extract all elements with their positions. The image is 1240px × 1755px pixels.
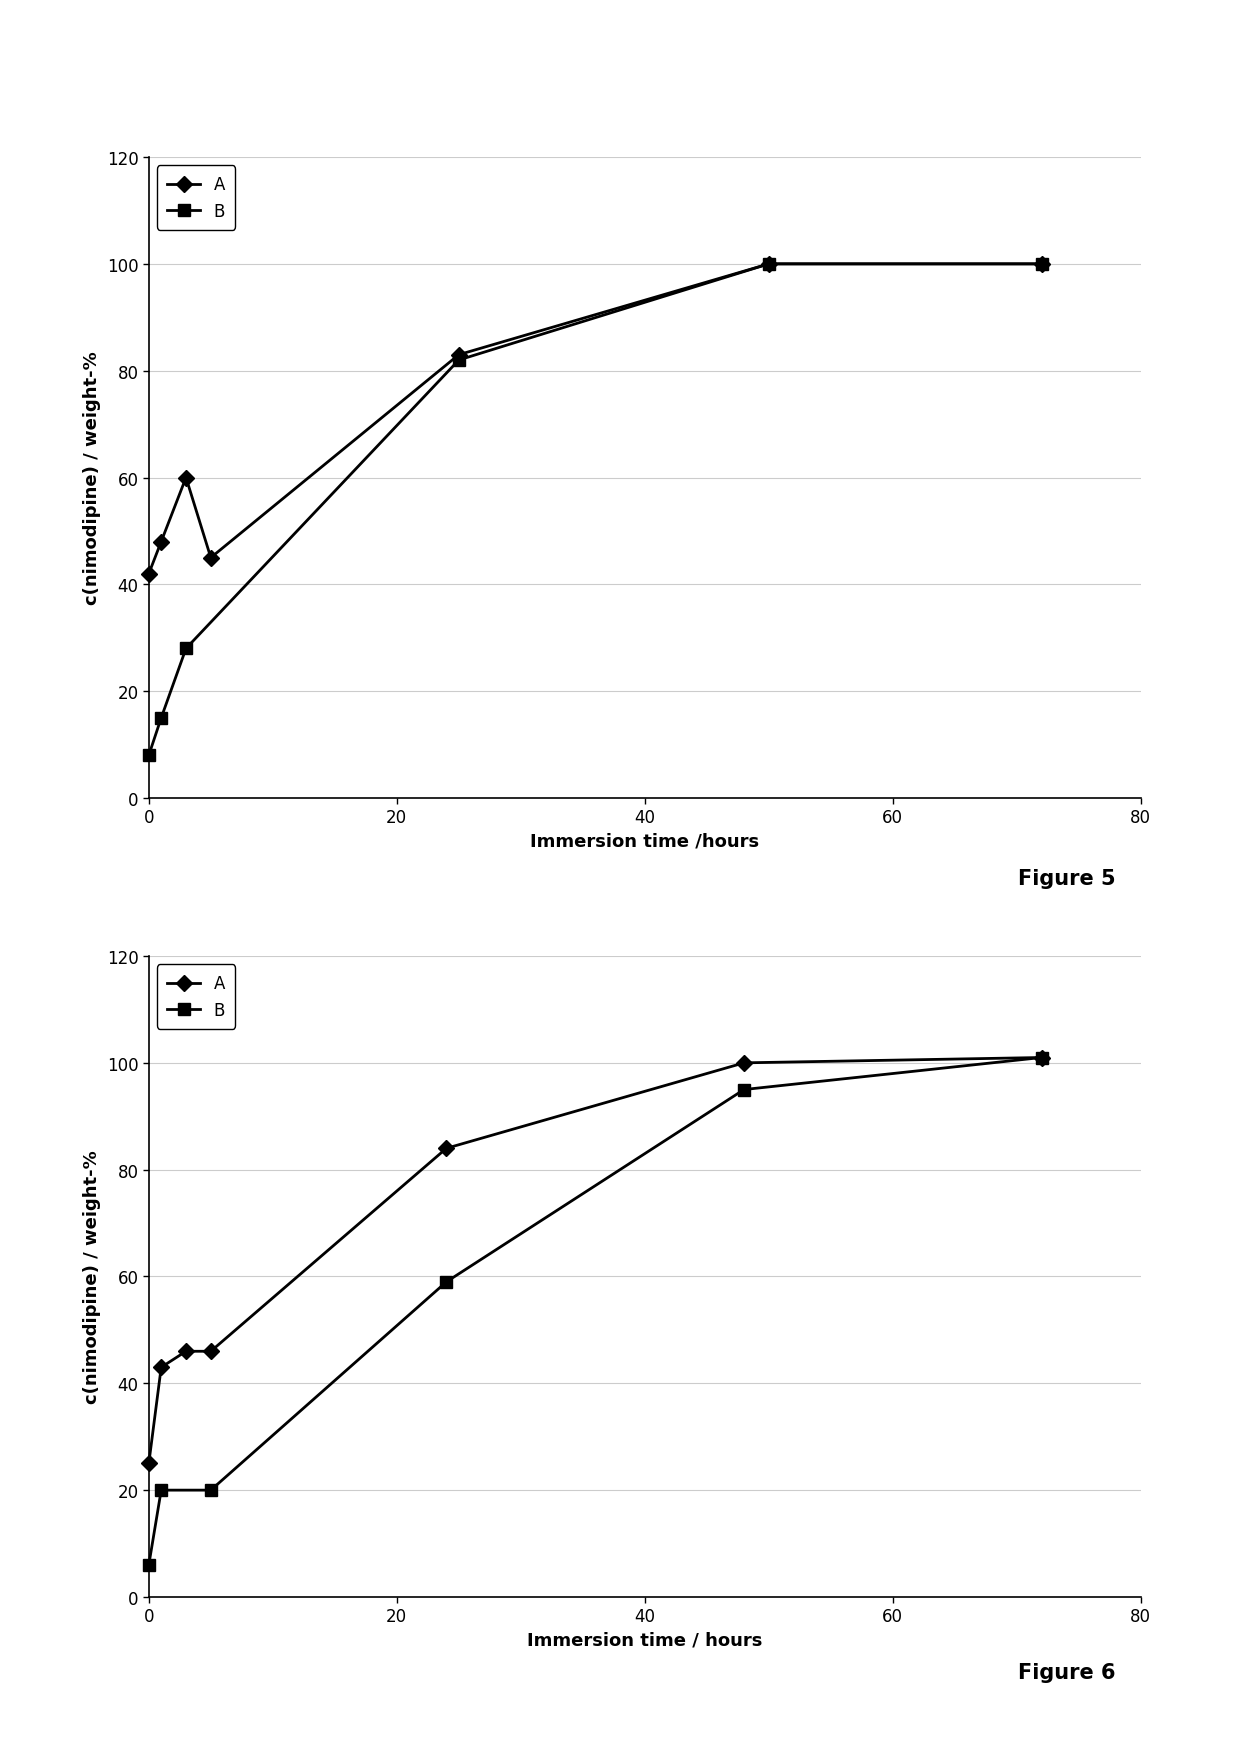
Text: Figure 5: Figure 5 bbox=[1018, 869, 1116, 888]
B bbox=[154, 707, 169, 728]
B bbox=[451, 351, 466, 372]
B bbox=[1034, 1048, 1049, 1069]
Text: Figure 6: Figure 6 bbox=[1018, 1662, 1116, 1681]
A bbox=[141, 563, 156, 584]
X-axis label: Immersion time /hours: Immersion time /hours bbox=[531, 832, 759, 851]
B bbox=[203, 1479, 218, 1501]
B bbox=[1034, 254, 1049, 276]
A bbox=[439, 1139, 454, 1160]
Legend: A, B: A, B bbox=[157, 965, 236, 1028]
A bbox=[737, 1053, 751, 1074]
Line: B: B bbox=[144, 260, 1047, 762]
A bbox=[1034, 1048, 1049, 1069]
A bbox=[154, 1357, 169, 1378]
A bbox=[141, 1453, 156, 1474]
A bbox=[451, 346, 466, 367]
A bbox=[179, 1341, 193, 1362]
A bbox=[1034, 254, 1049, 276]
Line: A: A bbox=[144, 1053, 1047, 1469]
B bbox=[179, 639, 193, 660]
A bbox=[203, 548, 218, 569]
A bbox=[179, 469, 193, 490]
Y-axis label: c(nimodipine) / weight-%: c(nimodipine) / weight-% bbox=[83, 1150, 102, 1404]
X-axis label: Immersion time / hours: Immersion time / hours bbox=[527, 1630, 763, 1650]
B bbox=[439, 1272, 454, 1293]
Legend: A, B: A, B bbox=[157, 167, 236, 230]
B bbox=[761, 254, 776, 276]
Y-axis label: c(nimodipine) / weight-%: c(nimodipine) / weight-% bbox=[83, 351, 102, 605]
B bbox=[141, 1555, 156, 1576]
Line: B: B bbox=[144, 1053, 1047, 1571]
B bbox=[737, 1079, 751, 1100]
A bbox=[203, 1341, 218, 1362]
A bbox=[154, 532, 169, 553]
A bbox=[761, 254, 776, 276]
Line: A: A bbox=[144, 260, 1047, 579]
B bbox=[154, 1479, 169, 1501]
B bbox=[141, 746, 156, 767]
